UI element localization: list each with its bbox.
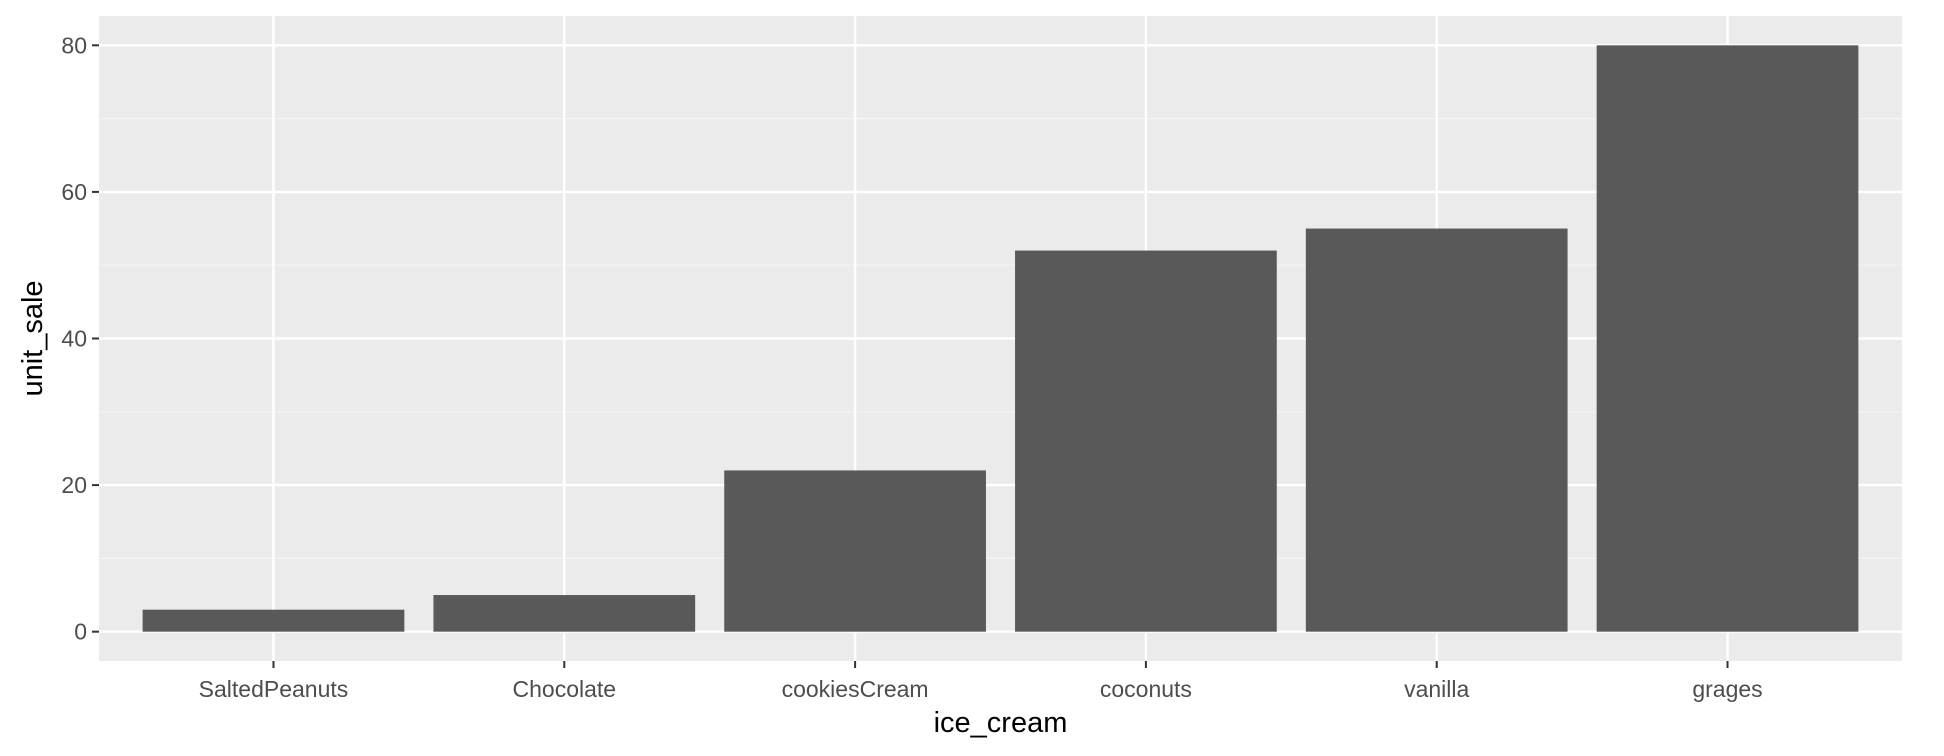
bars	[142, 45, 1859, 632]
y-tick-label: 60	[61, 179, 87, 205]
x-tick-label: vanilla	[1404, 676, 1469, 702]
x-axis-title: ice_cream	[934, 707, 1068, 739]
y-tick-label: 20	[61, 472, 87, 498]
x-axis: SaltedPeanuts Chocolate cookiesCream coconu…	[199, 661, 1763, 702]
bar-coconuts	[1015, 250, 1277, 632]
bar-grages	[1596, 45, 1859, 632]
x-tick-label: coconuts	[1100, 676, 1192, 702]
bar-cookiesCream	[724, 470, 986, 632]
x-tick-label: SaltedPeanuts	[199, 676, 349, 702]
bar-Chocolate	[433, 595, 696, 632]
y-tick-label: 40	[61, 326, 87, 352]
x-tick-label: Chocolate	[513, 676, 617, 702]
y-axis-title: unit_sale	[17, 280, 49, 396]
bar-vanilla	[1305, 228, 1568, 632]
y-tick-label: 0	[74, 619, 87, 645]
y-tick-label: 80	[61, 32, 87, 58]
y-axis: 0 20 40 60 80	[61, 32, 99, 645]
x-tick-label: cookiesCream	[782, 676, 929, 702]
bar-SaltedPeanuts	[142, 609, 405, 632]
x-tick-label: grages	[1692, 676, 1762, 702]
